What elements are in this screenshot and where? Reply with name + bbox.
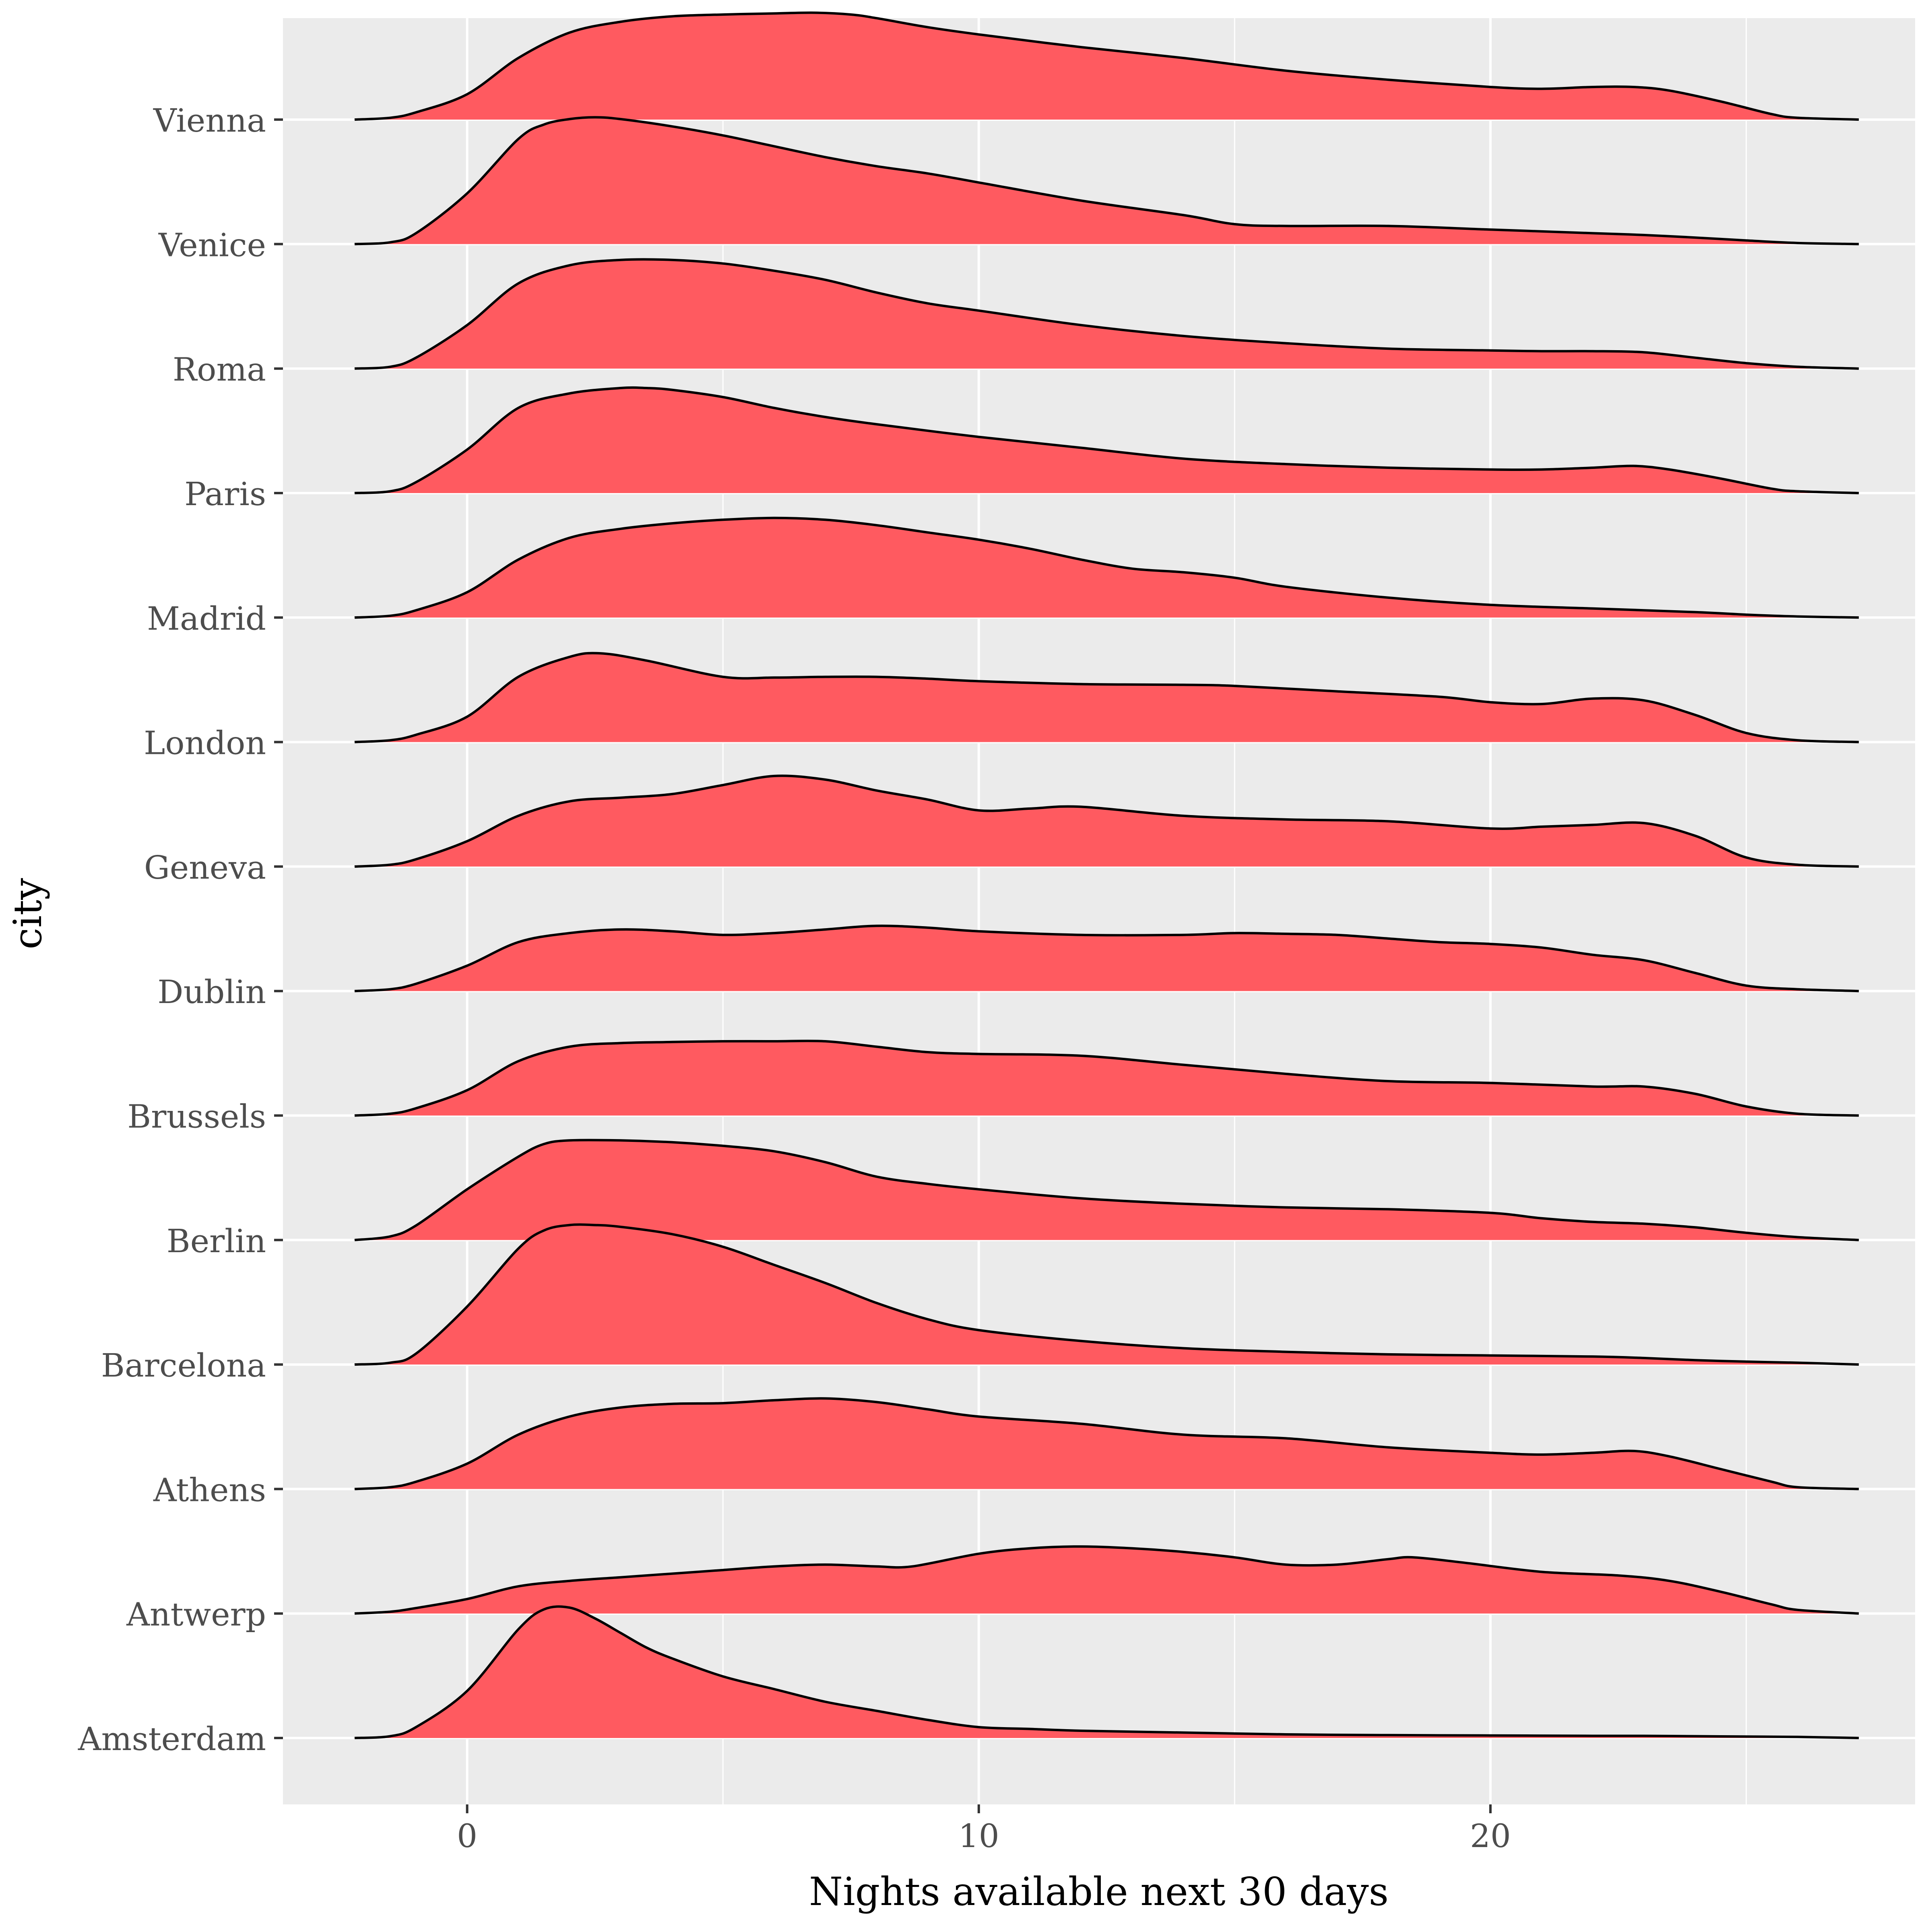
ridge-line bbox=[354, 652, 1859, 743]
ridge-london bbox=[354, 652, 1859, 743]
ridge-vienna bbox=[354, 11, 1859, 121]
y-tick-label: Madrid bbox=[147, 600, 266, 637]
ridge-line bbox=[354, 11, 1859, 121]
y-tick-label: Amsterdam bbox=[78, 1720, 266, 1758]
y-tick-label: Athens bbox=[153, 1471, 266, 1509]
ridge-antwerp bbox=[354, 1545, 1859, 1615]
y-tick-label: Paris bbox=[184, 475, 266, 513]
y-tick-label: Venice bbox=[158, 226, 266, 264]
ridge-fill bbox=[355, 1224, 1859, 1365]
ridge-line bbox=[354, 1545, 1859, 1615]
ridge-dublin bbox=[354, 925, 1859, 993]
ridge-fill bbox=[355, 1398, 1859, 1489]
ridge-fill bbox=[355, 12, 1859, 120]
ridge-fill bbox=[355, 776, 1859, 867]
x-tick-label: 20 bbox=[1470, 1817, 1511, 1855]
x-axis: 0 10 20 bbox=[457, 1804, 1511, 1855]
y-axis: Amsterdam Antwerp Athens Barcelona Berlin Bru… bbox=[78, 102, 283, 1758]
ridge-roma bbox=[354, 258, 1859, 370]
ridge-line bbox=[354, 258, 1859, 370]
ridge-line bbox=[354, 116, 1859, 246]
y-tick-label: Brussels bbox=[127, 1098, 266, 1135]
ridges bbox=[354, 11, 1859, 1739]
ridge-fill bbox=[355, 1606, 1859, 1738]
ridge-line bbox=[354, 1223, 1859, 1366]
y-tick-label: Roma bbox=[173, 351, 266, 388]
ridge-athens bbox=[354, 1397, 1859, 1490]
ridge-line bbox=[354, 386, 1859, 494]
ridge-berlin bbox=[354, 1139, 1859, 1241]
x-axis-title: Nights available next 30 days bbox=[809, 1869, 1389, 1914]
ridge-fill bbox=[355, 1041, 1859, 1116]
ridge-fill bbox=[355, 653, 1859, 742]
ridge-line bbox=[354, 516, 1859, 619]
ridge-fill bbox=[355, 259, 1859, 369]
y-axis-title: city bbox=[5, 878, 50, 949]
y-tick-label: Antwerp bbox=[126, 1596, 266, 1633]
ridge-fill bbox=[355, 1140, 1859, 1240]
y-tick-label: Dublin bbox=[157, 973, 266, 1011]
ridge-barcelona bbox=[354, 1223, 1859, 1366]
y-tick-label: London bbox=[144, 724, 266, 762]
y-tick-label: Barcelona bbox=[101, 1347, 266, 1384]
y-tick-label: Berlin bbox=[167, 1222, 266, 1260]
ridge-fill bbox=[355, 117, 1859, 244]
ridge-fill bbox=[355, 518, 1859, 618]
x-tick-label: 0 bbox=[457, 1817, 477, 1855]
y-tick-label: Geneva bbox=[144, 849, 266, 886]
ridge-geneva bbox=[354, 774, 1859, 868]
ridge-line bbox=[354, 925, 1859, 993]
ridge-line bbox=[354, 1040, 1859, 1117]
ridge-fill bbox=[355, 387, 1859, 493]
ridge-line bbox=[354, 1139, 1859, 1241]
x-tick-label: 10 bbox=[958, 1817, 999, 1855]
y-tick-label: Vienna bbox=[153, 102, 266, 139]
ridge-venice bbox=[354, 116, 1859, 246]
ridge-line bbox=[354, 774, 1859, 868]
ridge-paris bbox=[354, 386, 1859, 494]
ridge-amsterdam bbox=[354, 1605, 1859, 1739]
ridge-line bbox=[354, 1397, 1859, 1490]
ridge-madrid bbox=[354, 516, 1859, 619]
ridge-fill bbox=[355, 1546, 1859, 1614]
ridge-line bbox=[354, 1605, 1859, 1739]
ridge-brussels bbox=[354, 1040, 1859, 1117]
ridge-fill bbox=[355, 926, 1859, 991]
